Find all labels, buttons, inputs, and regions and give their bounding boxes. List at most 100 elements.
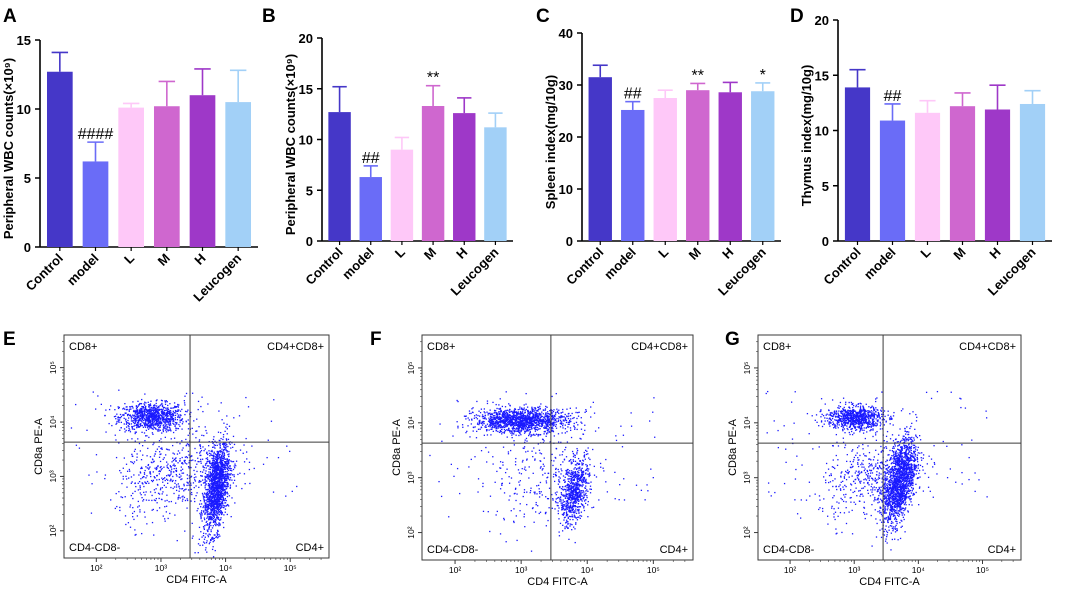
event-dot [574,505,576,508]
event-dot [500,421,502,424]
event-dot [180,475,182,477]
event-dot [169,422,171,424]
event-dot [528,422,530,425]
event-dot [161,400,163,402]
event-dot [219,524,221,526]
event-dot [108,408,111,411]
event-dot [159,424,162,426]
event-dot [154,408,157,410]
event-dot [75,444,78,446]
event-dot [534,407,536,409]
event-dot [219,475,221,477]
event-dot [130,416,132,418]
event-dot [152,508,154,511]
event-dot [473,417,476,419]
event-dot [196,430,198,432]
event-dot [492,423,494,426]
event-dot [157,417,159,420]
event-dot [534,434,536,436]
event-dot [509,405,511,407]
event-dot [117,406,119,408]
event-dot [141,417,143,419]
event-dot [203,469,205,471]
event-dot [148,412,150,414]
event-dot [194,460,196,462]
event-dot [529,417,532,419]
event-dot [537,408,540,411]
event-dot [246,458,248,460]
event-dot [139,414,142,416]
event-dot [147,416,149,418]
event-dot [558,507,560,509]
event-dot [151,480,154,483]
event-dot [499,431,502,433]
event-dot [212,478,215,480]
event-dot [215,523,217,525]
event-dot [216,502,218,505]
event-dot [222,464,225,466]
bar [46,71,73,248]
event-dot [538,423,540,426]
event-dot [225,488,227,490]
event-dot [158,414,160,417]
event-dot [208,498,210,500]
event-dot [143,404,146,406]
event-dot [182,463,184,465]
event-dot [509,413,511,416]
event-dot [587,447,589,449]
event-dot [173,467,175,470]
event-dot [222,478,224,480]
event-dot [149,407,151,409]
event-dot [150,419,152,421]
event-dot [267,439,269,441]
event-dot [218,468,220,470]
event-dot [213,482,215,484]
event-dot [543,416,545,418]
event-dot [475,414,478,416]
event-dot [154,415,156,418]
event-dot [551,409,553,412]
event-dot [563,513,565,516]
event-dot [218,469,220,471]
event-dot [509,408,511,411]
event-dot [214,484,216,486]
event-dot [215,503,217,505]
event-dot [222,483,224,485]
event-dot [173,453,176,455]
event-dot [146,411,148,414]
event-dot [213,505,215,507]
event-dot [215,511,218,513]
event-dot [158,427,160,429]
event-dot [563,512,565,515]
event-dot [546,411,549,413]
event-dot [534,408,537,410]
event-dot [149,415,151,417]
event-dot [221,471,224,473]
event-dot [199,544,201,547]
event-dot [204,508,206,510]
event-dot [206,491,209,493]
event-dot [152,443,154,446]
event-dot [213,537,216,540]
event-dot [560,421,562,423]
event-dot [143,413,145,415]
event-dot [216,493,219,496]
event-dot [216,470,218,473]
event-dot [201,514,203,516]
event-dot [522,417,524,420]
event-dot [130,418,133,420]
event-dot [568,508,570,510]
event-dot [215,536,217,539]
event-dot [143,473,146,475]
event-dot [158,473,161,475]
event-dot [95,454,98,456]
event-dot [516,430,518,432]
event-dot [535,415,538,418]
event-dot [560,498,562,501]
event-dot [140,407,142,410]
event-dot [204,485,206,487]
event-dot [149,472,151,474]
event-dot [228,495,231,497]
event-dot [171,468,173,470]
event-dot [141,407,143,410]
